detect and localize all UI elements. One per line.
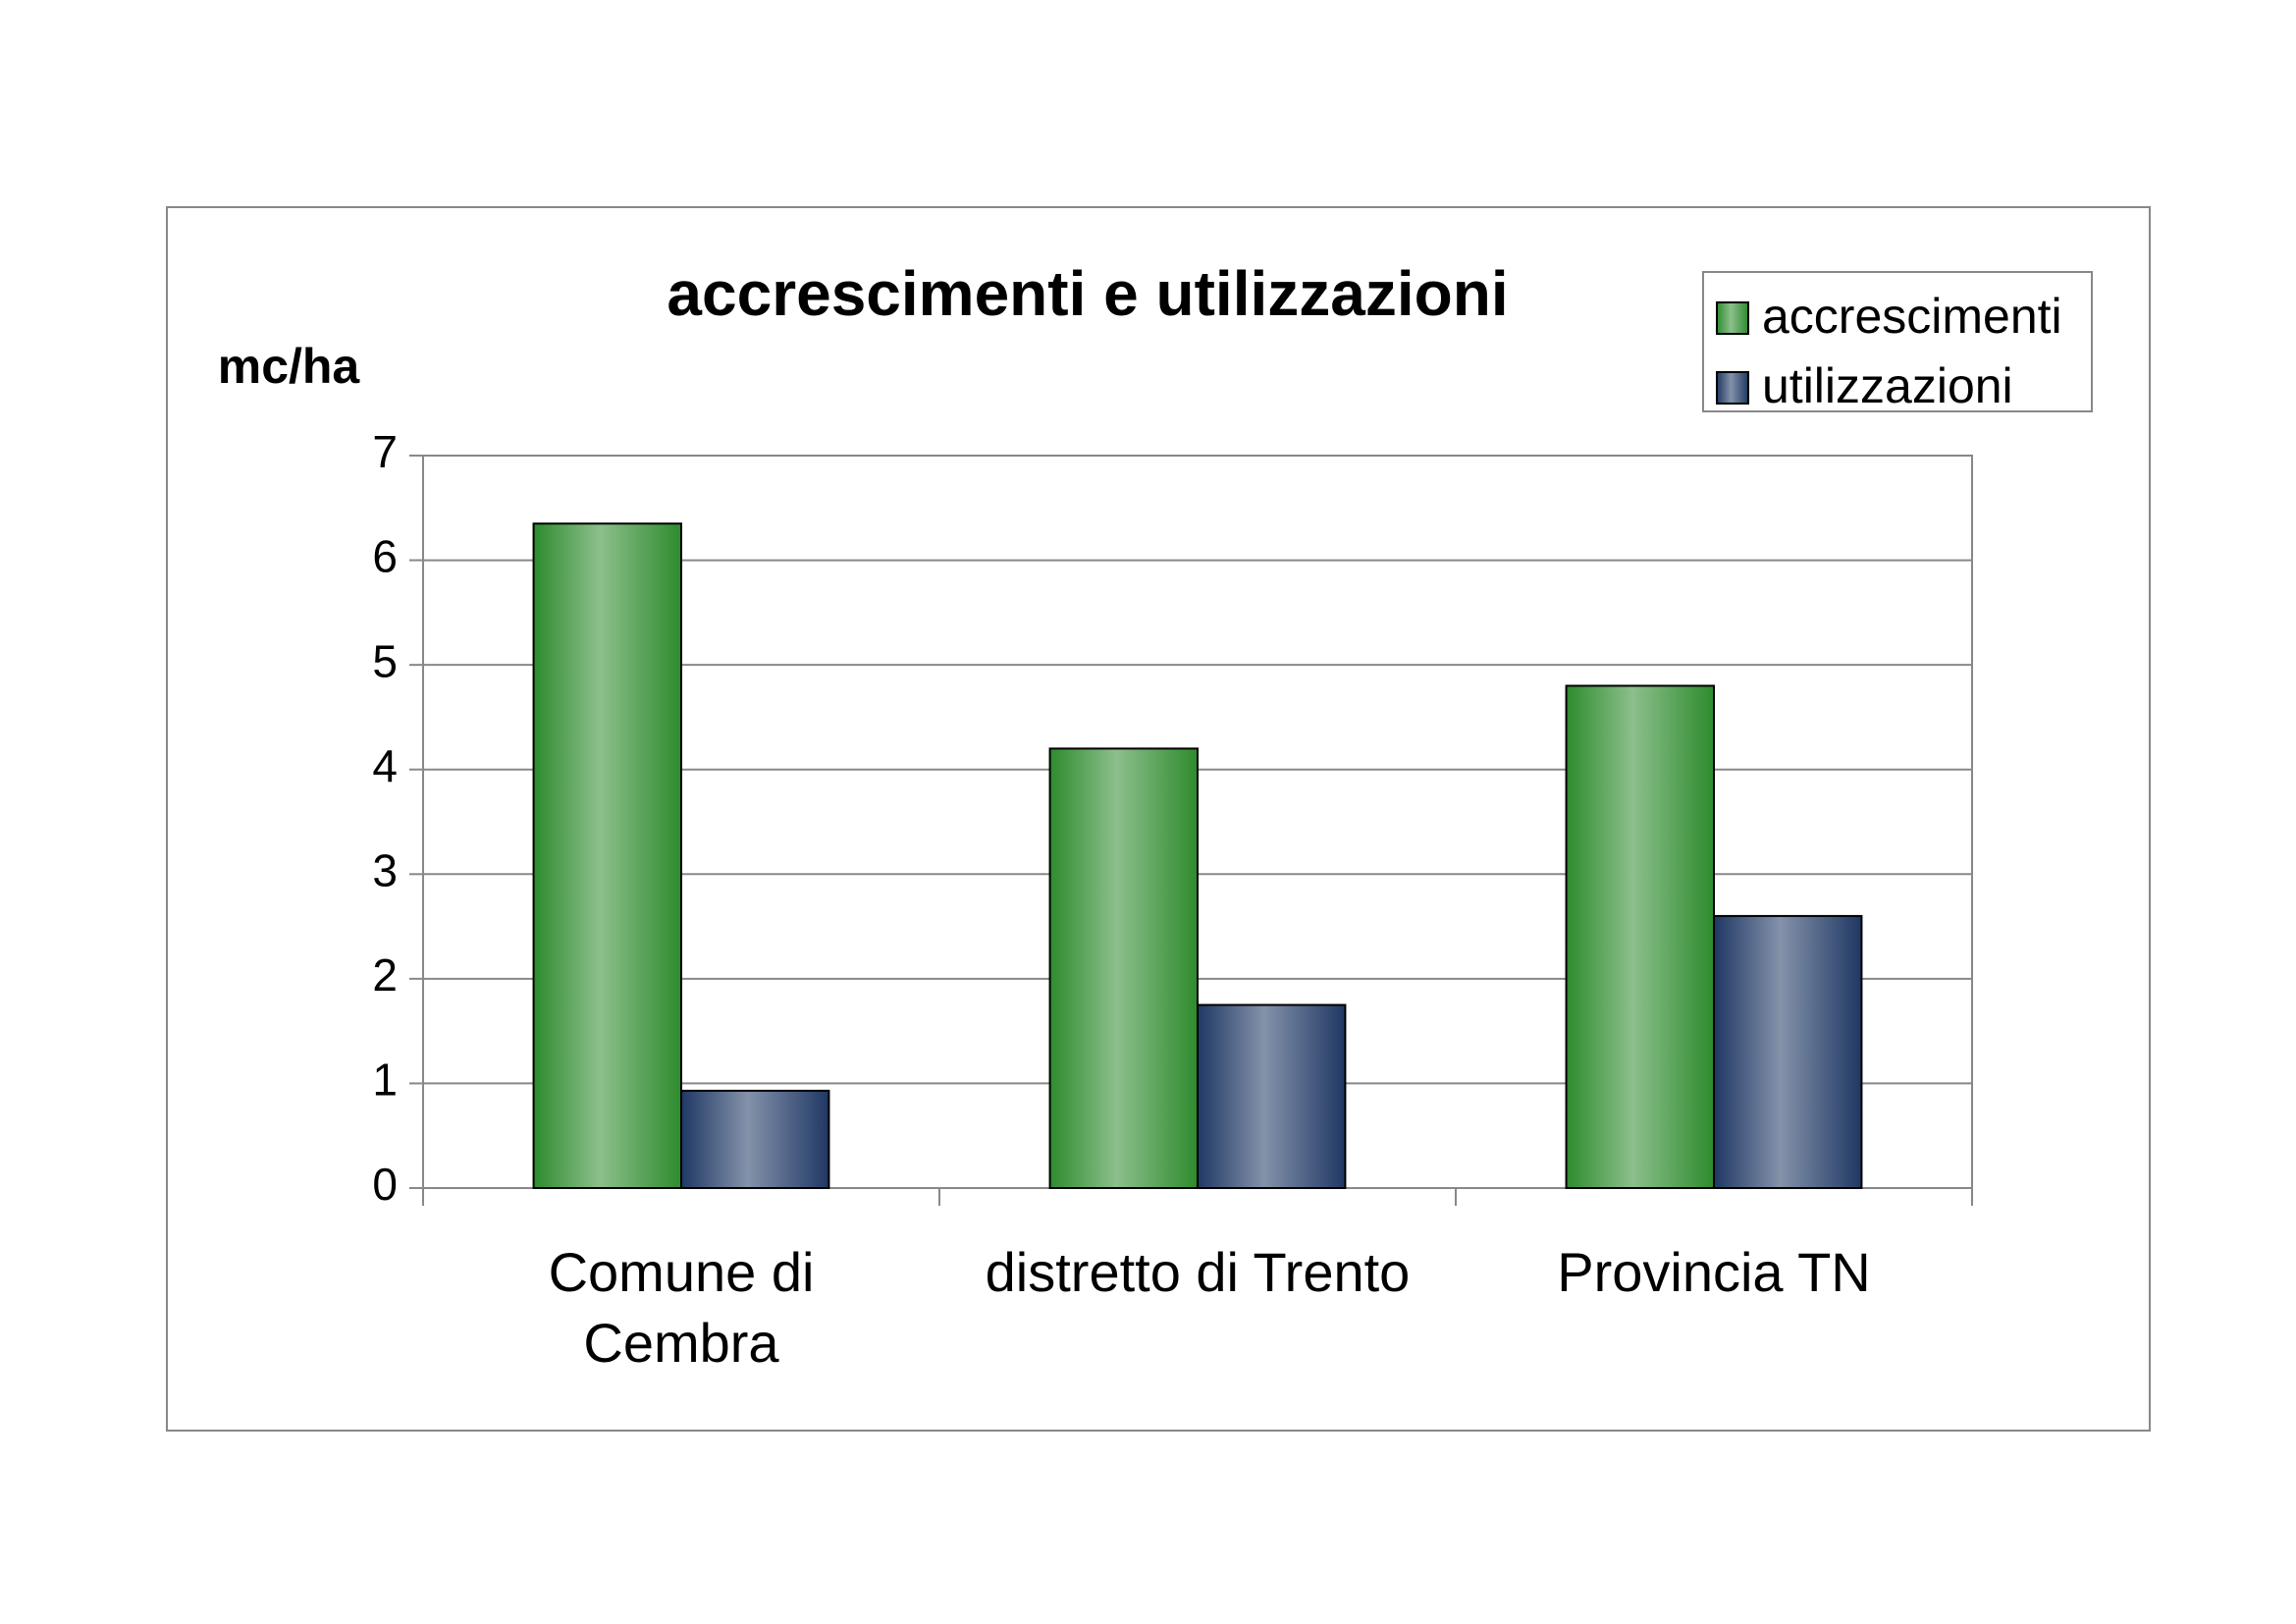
y-axis-label: mc/ha [218,339,361,394]
y-tick-label: 0 [372,1159,398,1210]
bar [1197,1003,1347,1189]
bar [1713,914,1863,1190]
bar [1048,747,1199,1190]
chart-title: accrescimenti e utilizzazioni [667,258,1508,329]
legend-label: accrescimenti [1762,289,2062,344]
x-tick-label: Provincia TN [1557,1241,1871,1303]
legend-swatch [1716,301,1749,335]
y-tick-label: 3 [372,844,398,895]
x-tick-label: distretto di Trento [985,1241,1411,1303]
y-tick-label: 1 [372,1055,398,1106]
legend-frame [1702,271,2093,412]
y-tick-label: 6 [372,531,398,582]
x-tick-label: Comune di Cembra [548,1241,815,1374]
y-tick-label: 4 [372,740,398,791]
bar [1565,684,1715,1189]
bar [680,1089,830,1189]
y-tick-label: 7 [372,426,398,477]
bar [532,522,683,1189]
legend-label: utilizzazioni [1762,358,2013,413]
y-tick-label: 5 [372,635,398,686]
y-tick-label: 2 [372,949,398,1001]
legend-swatch [1716,371,1749,405]
